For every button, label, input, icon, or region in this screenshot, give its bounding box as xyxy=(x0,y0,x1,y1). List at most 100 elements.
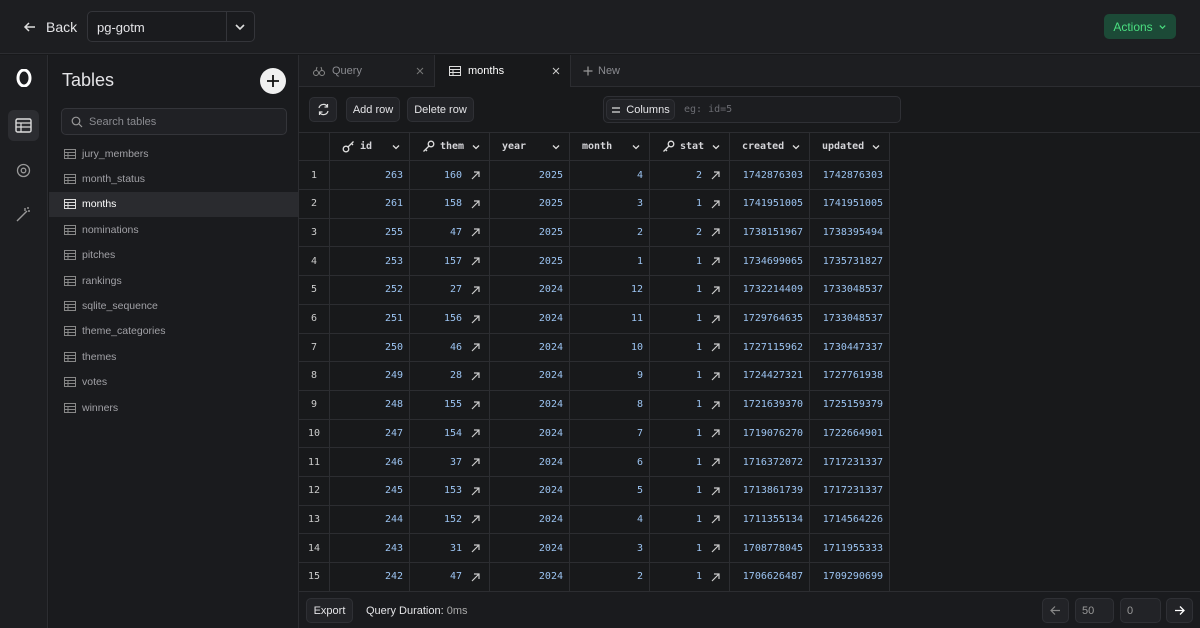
table-cell[interactable]: 1708778045 xyxy=(730,534,810,564)
table-cell[interactable]: 246 xyxy=(330,448,410,477)
add-table-button[interactable] xyxy=(260,68,286,94)
table-cell[interactable]: 11 xyxy=(570,304,650,334)
table-cell[interactable]: 1 xyxy=(650,275,730,305)
table-cell[interactable]: 4 xyxy=(570,505,650,535)
table-cell[interactable]: 5 xyxy=(570,476,650,506)
table-cell[interactable]: 1 xyxy=(650,562,730,592)
table-cell[interactable]: 1714564226 xyxy=(810,505,890,535)
table-cell[interactable]: 1738151967 xyxy=(730,218,810,248)
table-cell[interactable]: 253 xyxy=(330,247,410,277)
table-cell[interactable]: 160 xyxy=(410,161,490,190)
table-cell[interactable]: 251 xyxy=(330,304,410,334)
column-header[interactable]: year xyxy=(490,133,570,161)
column-header[interactable]: them xyxy=(410,133,490,161)
table-cell[interactable]: 1709290699 xyxy=(810,562,890,592)
table-cell[interactable]: 261 xyxy=(330,189,410,219)
table-item[interactable]: winners xyxy=(49,395,298,420)
table-cell[interactable]: 2 xyxy=(650,218,730,248)
table-cell[interactable]: 1 xyxy=(650,390,730,420)
settings-nav[interactable] xyxy=(15,162,32,179)
table-cell[interactable]: 242 xyxy=(330,562,410,592)
table-cell[interactable]: 2025 xyxy=(490,247,570,277)
table-cell[interactable]: 255 xyxy=(330,218,410,248)
table-item[interactable]: pitches xyxy=(49,243,298,268)
table-cell[interactable]: 47 xyxy=(410,218,490,248)
table-cell[interactable]: 1730447337 xyxy=(810,333,890,363)
table-cell[interactable]: 248 xyxy=(330,390,410,420)
table-cell[interactable]: 1729764635 xyxy=(730,304,810,334)
table-item[interactable]: nominations xyxy=(49,217,298,242)
table-item[interactable]: jury_members xyxy=(49,141,298,166)
table-item[interactable]: theme_categories xyxy=(49,319,298,344)
table-cell[interactable]: 28 xyxy=(410,361,490,391)
table-cell[interactable]: 2024 xyxy=(490,562,570,592)
table-item[interactable]: votes xyxy=(49,370,298,395)
table-cell[interactable]: 250 xyxy=(330,333,410,363)
back-button[interactable]: Back xyxy=(22,14,77,40)
table-cell[interactable]: 1732214409 xyxy=(730,275,810,305)
columns-button[interactable]: Columns xyxy=(606,99,675,120)
column-header[interactable]: month xyxy=(570,133,650,161)
table-cell[interactable]: 1717231337 xyxy=(810,476,890,506)
table-cell[interactable]: 2024 xyxy=(490,333,570,363)
table-cell[interactable]: 2 xyxy=(570,562,650,592)
table-cell[interactable]: 1742876303 xyxy=(730,161,810,190)
table-cell[interactable]: 1742876303 xyxy=(810,161,890,190)
table-cell[interactable]: 243 xyxy=(330,534,410,564)
table-item[interactable]: sqlite_sequence xyxy=(49,293,298,318)
table-cell[interactable]: 1 xyxy=(650,534,730,564)
table-cell[interactable]: 157 xyxy=(410,247,490,277)
table-cell[interactable]: 152 xyxy=(410,505,490,535)
actions-button[interactable]: Actions xyxy=(1104,14,1176,39)
next-page[interactable] xyxy=(1166,598,1193,623)
column-header[interactable]: updated xyxy=(810,133,890,161)
column-header[interactable]: created xyxy=(730,133,810,161)
table-cell[interactable]: 1733048537 xyxy=(810,275,890,305)
table-cell[interactable]: 2024 xyxy=(490,419,570,449)
limit-input[interactable]: 50 xyxy=(1075,598,1114,623)
tab[interactable]: Query xyxy=(299,55,435,87)
filter-placeholder[interactable]: eg: id=5 xyxy=(684,104,733,115)
table-cell[interactable]: 27 xyxy=(410,275,490,305)
table-cell[interactable]: 1 xyxy=(570,247,650,277)
table-item[interactable]: months xyxy=(49,191,298,217)
table-cell[interactable]: 3 xyxy=(570,534,650,564)
table-cell[interactable]: 46 xyxy=(410,333,490,363)
table-cell[interactable]: 2024 xyxy=(490,534,570,564)
table-cell[interactable]: 2025 xyxy=(490,218,570,248)
table-cell[interactable]: 2025 xyxy=(490,189,570,219)
add-row-button[interactable]: Add row xyxy=(346,97,400,122)
table-cell[interactable]: 1722664901 xyxy=(810,419,890,449)
prev-page[interactable] xyxy=(1042,598,1069,623)
table-cell[interactable]: 9 xyxy=(570,361,650,391)
table-cell[interactable]: 1734699065 xyxy=(730,247,810,277)
table-cell[interactable]: 31 xyxy=(410,534,490,564)
table-cell[interactable]: 2024 xyxy=(490,361,570,391)
table-cell[interactable]: 37 xyxy=(410,448,490,477)
refresh-button[interactable] xyxy=(309,97,337,122)
table-cell[interactable]: 6 xyxy=(570,448,650,477)
table-cell[interactable]: 7 xyxy=(570,419,650,449)
table-cell[interactable]: 247 xyxy=(330,419,410,449)
table-cell[interactable]: 1711955333 xyxy=(810,534,890,564)
table-item[interactable]: month_status xyxy=(49,166,298,191)
magic-nav[interactable] xyxy=(15,206,32,223)
table-cell[interactable]: 2 xyxy=(570,218,650,248)
table-cell[interactable]: 1741951005 xyxy=(730,189,810,219)
database-select[interactable]: pg-gotm xyxy=(87,11,255,42)
table-cell[interactable]: 2 xyxy=(650,161,730,190)
table-cell[interactable]: 2024 xyxy=(490,448,570,477)
table-cell[interactable]: 245 xyxy=(330,476,410,506)
table-cell[interactable]: 1706626487 xyxy=(730,562,810,592)
table-cell[interactable]: 4 xyxy=(570,161,650,190)
table-cell[interactable]: 1 xyxy=(650,476,730,506)
delete-row-button[interactable]: Delete row xyxy=(407,97,474,122)
tab[interactable]: months xyxy=(435,55,571,87)
table-cell[interactable]: 10 xyxy=(570,333,650,363)
table-cell[interactable]: 1 xyxy=(650,333,730,363)
table-cell[interactable]: 1713861739 xyxy=(730,476,810,506)
table-item[interactable]: themes xyxy=(49,344,298,369)
table-cell[interactable]: 8 xyxy=(570,390,650,420)
table-cell[interactable]: 1 xyxy=(650,361,730,391)
table-cell[interactable]: 1 xyxy=(650,247,730,277)
